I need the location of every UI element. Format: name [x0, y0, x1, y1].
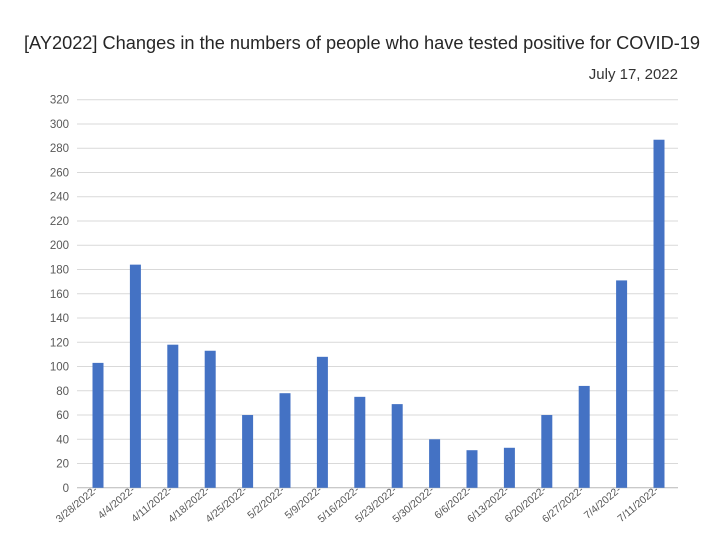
svg-text:180: 180 [50, 265, 69, 277]
svg-text:80: 80 [56, 386, 69, 398]
svg-text:5/30/2022-: 5/30/2022- [390, 484, 437, 526]
svg-text:6/27/2022-: 6/27/2022- [540, 484, 587, 526]
svg-text:60: 60 [56, 410, 69, 422]
svg-text:20: 20 [56, 459, 69, 471]
svg-text:7/11/2022-: 7/11/2022- [615, 484, 661, 525]
svg-text:220: 220 [50, 216, 69, 228]
svg-text:0: 0 [63, 483, 69, 495]
svg-text:40: 40 [56, 434, 69, 446]
svg-text:100: 100 [50, 362, 69, 374]
svg-text:5/2/2022-: 5/2/2022- [245, 484, 287, 522]
svg-text:140: 140 [50, 313, 69, 325]
svg-text:120: 120 [50, 337, 69, 349]
svg-text:4/25/2022-: 4/25/2022- [203, 484, 250, 526]
svg-text:200: 200 [50, 240, 69, 252]
svg-text:240: 240 [50, 192, 69, 204]
svg-text:320: 320 [50, 95, 69, 107]
svg-text:160: 160 [50, 289, 69, 301]
svg-text:3/28/2022-: 3/28/2022- [54, 484, 101, 526]
svg-text:300: 300 [50, 119, 69, 131]
svg-text:260: 260 [50, 167, 69, 179]
svg-text:280: 280 [50, 143, 69, 155]
